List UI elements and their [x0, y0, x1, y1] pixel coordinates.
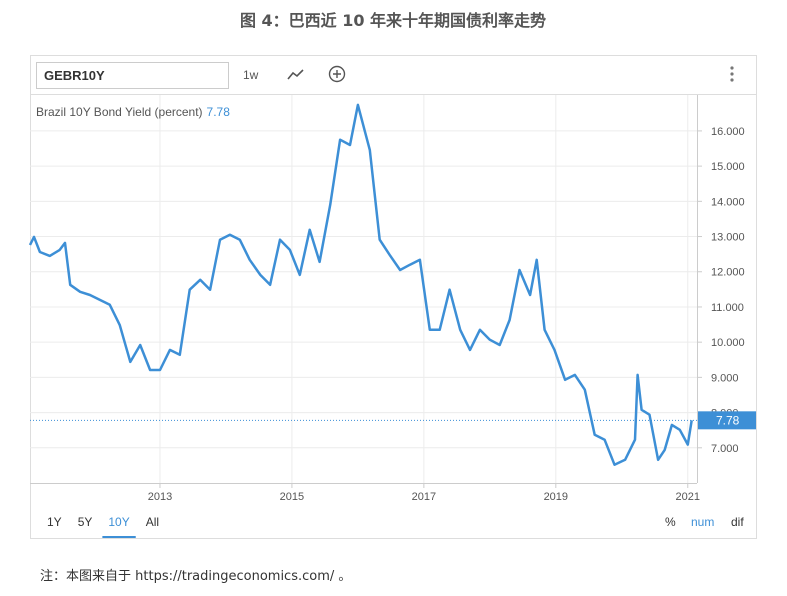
y-tick-label: 9.000 — [711, 372, 739, 384]
series-line — [28, 103, 693, 466]
y-tick-label: 11.000 — [711, 302, 744, 314]
widget — [30, 55, 757, 539]
range-button[interactable]: 1Y — [47, 515, 62, 529]
footnote: 注：本图来自于 https://tradingeconomics.com/ 。 — [40, 569, 351, 584]
y-tick-label: 16.000 — [711, 126, 745, 138]
format-button[interactable]: dif — [731, 515, 744, 529]
current-value-label: 7.78 — [716, 413, 740, 427]
range-button[interactable]: All — [146, 515, 159, 529]
format-button[interactable]: % — [665, 515, 676, 529]
y-tick-label: 15.000 — [711, 161, 745, 173]
format-button[interactable]: num — [691, 515, 714, 529]
range-button[interactable]: 5Y — [78, 515, 93, 529]
legend-value: 7.78 — [207, 105, 231, 119]
current-value-badge — [698, 411, 756, 430]
chart-type-icon[interactable] — [287, 69, 304, 80]
range-button[interactable]: 10Y — [108, 515, 129, 529]
x-tick-label: 2015 — [280, 491, 304, 503]
x-tick-label: 2019 — [544, 491, 568, 503]
y-tick-label: 14.000 — [711, 196, 745, 208]
interval-button[interactable]: 1w — [243, 68, 259, 82]
legend: Brazil 10Y Bond Yield (percent) 7.78 — [36, 105, 230, 119]
symbol-input[interactable] — [36, 62, 229, 89]
legend-name: Brazil 10Y Bond Yield (percent) — [36, 105, 203, 119]
x-tick-label: 2017 — [412, 491, 436, 503]
compare-icon[interactable] — [328, 65, 346, 83]
y-tick-label: 12.000 — [711, 267, 745, 279]
x-tick-label: 2013 — [148, 491, 172, 503]
x-tick-label: 2021 — [676, 491, 700, 503]
y-tick-label: 13.000 — [711, 232, 745, 244]
menu-icon[interactable] — [730, 66, 734, 82]
y-tick-label: 10.000 — [711, 337, 745, 349]
page-title: 图 4：巴西近 10 年来十年期国债利率走势 — [240, 11, 546, 30]
compare-plus — [333, 70, 341, 78]
y-tick-label: 7.000 — [711, 443, 739, 455]
symbol: GEBR10Y — [44, 68, 105, 83]
